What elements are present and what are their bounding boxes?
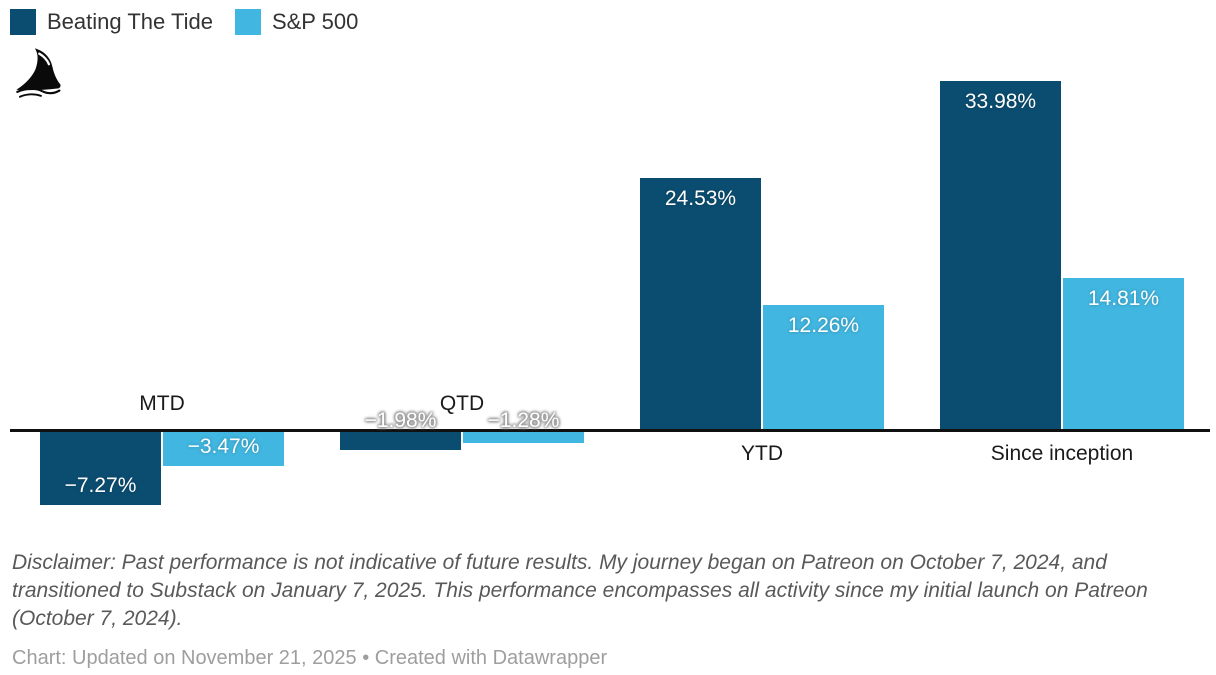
bar-series1 — [340, 430, 461, 450]
x-axis-baseline — [10, 429, 1210, 432]
bar-series1 — [640, 178, 761, 431]
bar-series2 — [1063, 278, 1184, 431]
bar-series2 — [463, 430, 584, 443]
legend-swatch-dark-blue — [10, 9, 36, 35]
shark-fin-icon — [12, 43, 70, 108]
value-label: −1.28% — [487, 409, 560, 432]
legend-item-sp500: S&P 500 — [234, 9, 359, 35]
value-label: −3.47% — [187, 435, 260, 458]
value-label: 33.98% — [964, 90, 1037, 113]
legend: Beating The Tide S&P 500 — [10, 9, 358, 35]
legend-item-beating-the-tide: Beating The Tide — [10, 9, 213, 35]
legend-label: Beating The Tide — [47, 9, 213, 34]
legend-swatch-light-blue — [234, 9, 261, 35]
value-label: −1.98% — [364, 409, 437, 432]
x-axis-category-label: MTD — [139, 392, 185, 415]
legend-label: S&P 500 — [271, 9, 359, 34]
value-label: 24.53% — [664, 187, 737, 210]
plot-area: MTD −7.27% −3.47% QTD −1.98% −1.28% YTD 24.53% 1… — [10, 81, 1210, 505]
bar-series1 — [40, 430, 161, 505]
x-axis-category-label: YTD — [741, 442, 783, 465]
bar-series2 — [163, 430, 284, 466]
x-axis-category-label: QTD — [439, 392, 485, 415]
x-axis-category-label: Since inception — [990, 442, 1134, 465]
chart-attribution: Chart: Updated on November 21, 2025 • Cr… — [12, 647, 608, 669]
bar-series2 — [763, 305, 884, 431]
value-label: −7.27% — [64, 474, 137, 497]
value-label: 12.26% — [787, 314, 860, 337]
bar-series1 — [940, 81, 1061, 431]
value-label: 14.81% — [1087, 287, 1160, 310]
disclaimer-text: Disclaimer: Past performance is not indi… — [12, 551, 1148, 630]
